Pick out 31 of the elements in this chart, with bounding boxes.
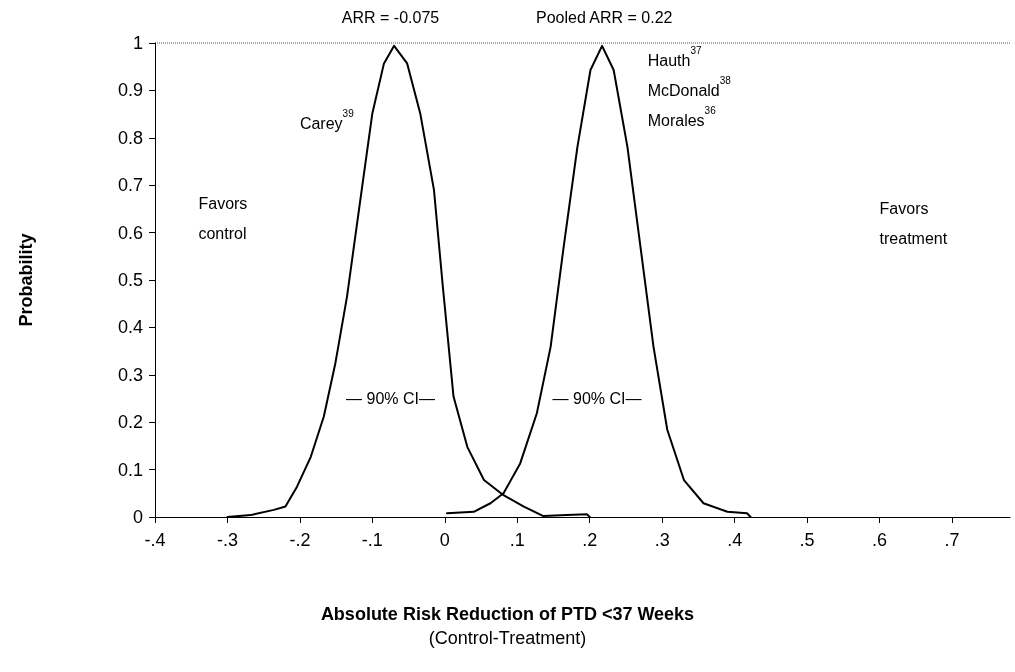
x-tick-label: .6 <box>872 530 888 550</box>
annotation: ARR = -0.075 <box>341 8 440 26</box>
y-tick-label: 0 <box>132 507 143 527</box>
y-axis-title: Probability <box>16 233 36 327</box>
y-tick-label: 0.8 <box>117 127 143 148</box>
annotation: Pooled ARR = 0.22 <box>535 8 673 26</box>
x-tick-label: .2 <box>582 530 598 550</box>
annotation: Favors control <box>198 194 248 242</box>
x-axis-title: Absolute Risk Reduction of PTD <37 Weeks (Control-Treatment) <box>320 604 695 648</box>
y-tick-label: 1 <box>132 33 143 53</box>
x-tick-label: .3 <box>654 530 670 550</box>
x-tick-label: .5 <box>799 530 815 550</box>
x-tick-label: .4 <box>727 530 743 550</box>
x-tick-label: .7 <box>944 530 960 550</box>
x-tick-label: -.2 <box>289 530 311 550</box>
y-tick-label: 0.9 <box>117 80 143 101</box>
y-tick-label: 0.2 <box>117 412 143 433</box>
x-tick-label: -.3 <box>216 530 238 550</box>
y-tick-label: 0.4 <box>117 317 143 338</box>
y-tick-label: 0.7 <box>117 175 143 196</box>
y-tick-label: 0.1 <box>117 459 143 480</box>
x-tick-label: -.1 <box>361 530 383 550</box>
annotation: — 90% CI— <box>552 390 642 407</box>
annotation: — 90% CI— <box>346 390 435 407</box>
y-tick-label: 0.5 <box>117 270 143 290</box>
y-tick-label: 0.6 <box>117 222 143 243</box>
x-tick-label: 0 <box>439 530 450 550</box>
annotation: Favors treatment <box>879 199 948 247</box>
y-tick-label: 0.3 <box>117 364 143 385</box>
x-tick-label: -.4 <box>144 530 166 550</box>
x-tick-label: .1 <box>509 530 525 550</box>
